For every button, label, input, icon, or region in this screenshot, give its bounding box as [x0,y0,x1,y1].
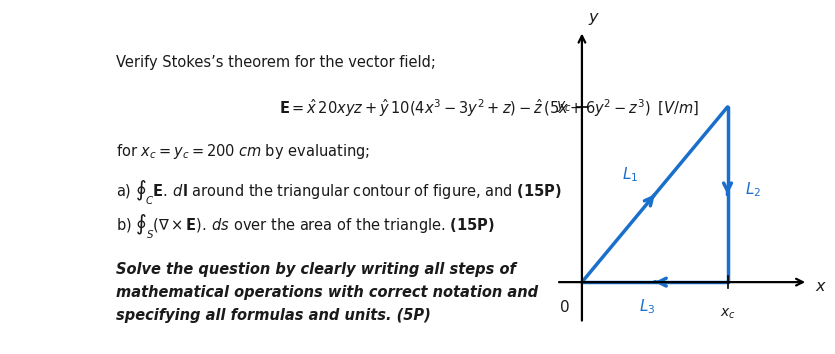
Text: $y$: $y$ [588,11,600,27]
Text: a) $\oint_C\!\!$ $\mathbf{E}.\,d\mathbf{l}$ around the triangular contour of fig: a) $\oint_C\!\!$ $\mathbf{E}.\,d\mathbf{… [116,179,562,207]
Text: b) $\oint_S\!\!$ $(\nabla\times \mathbf{E}).\,ds$ over the area of the triangle.: b) $\oint_S\!\!$ $(\nabla\times \mathbf{… [116,213,495,241]
Text: $L_2$: $L_2$ [745,181,761,199]
Text: $x$: $x$ [815,279,827,294]
Text: $\mathbf{E} = \hat{x}\,20xyz + \hat{y}\,10(4x^3 - 3y^2 + z) - \hat{z}\,(5x + 6y^: $\mathbf{E} = \hat{x}\,20xyz + \hat{y}\,… [279,97,699,119]
Text: $x_c$: $x_c$ [720,307,736,321]
Text: Verify Stokes’s theorem for the vector field;: Verify Stokes’s theorem for the vector f… [116,55,436,70]
Text: $y_c$: $y_c$ [556,99,572,114]
Text: $L_3$: $L_3$ [640,297,655,316]
Text: Solve the question by clearly writing all steps of
mathematical operations with : Solve the question by clearly writing al… [116,262,538,322]
Text: for $x_c = y_c = 200\;cm$ by evaluating;: for $x_c = y_c = 200\;cm$ by evaluating; [116,142,370,161]
Text: $0$: $0$ [559,299,570,315]
Text: $L_1$: $L_1$ [622,165,638,184]
